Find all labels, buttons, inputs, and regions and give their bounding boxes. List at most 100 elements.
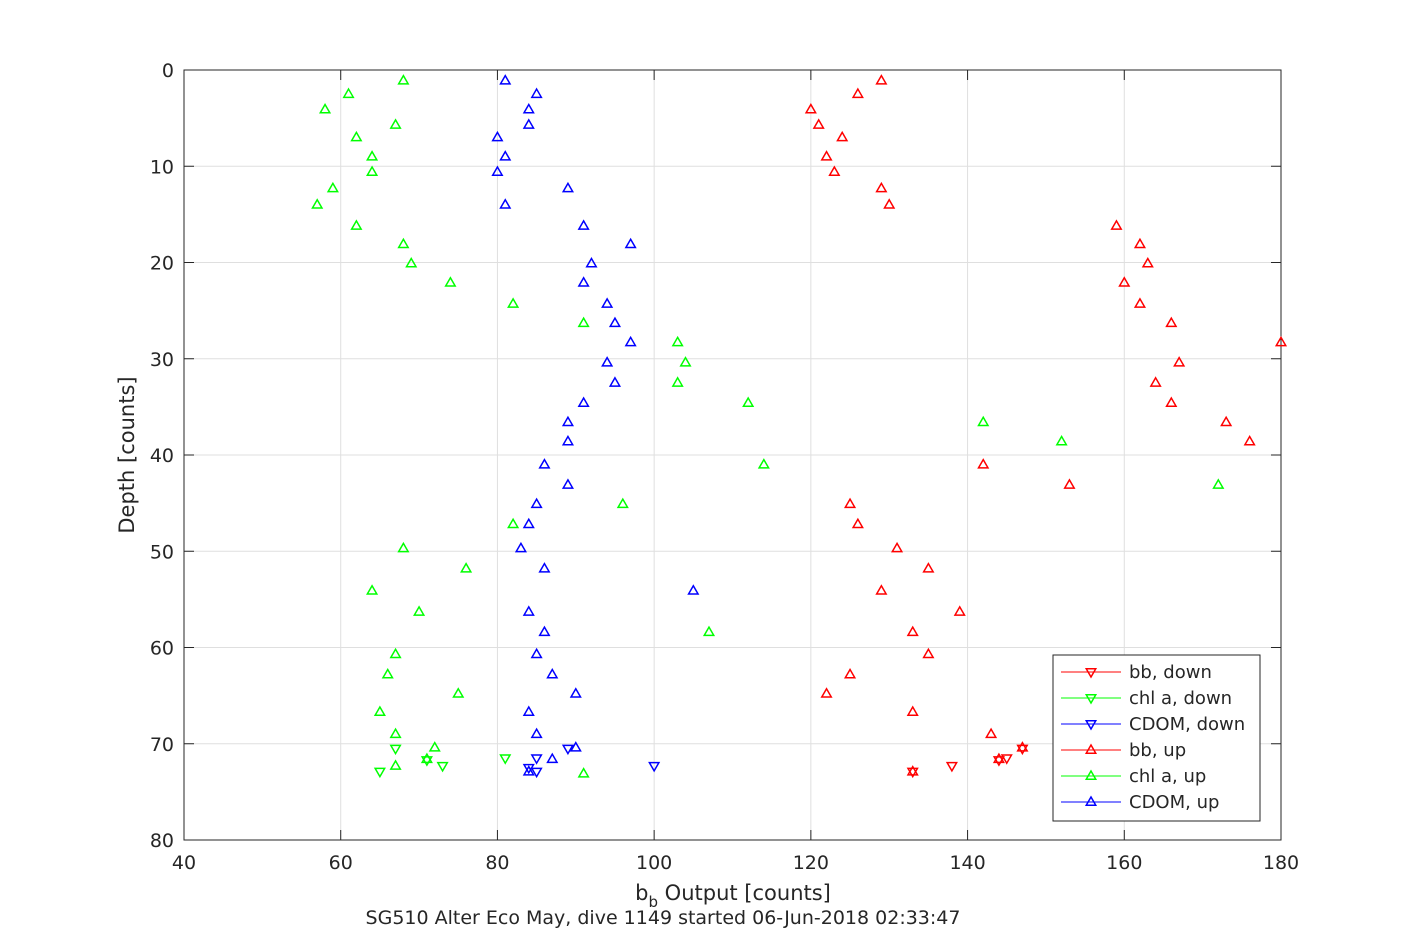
data-point [608,376,622,387]
data-point [522,705,535,716]
data-point [522,763,535,775]
data-point [1173,356,1186,367]
legend-marker [1084,795,1098,806]
data-point [1149,376,1162,387]
data-point [742,396,755,408]
data-point [757,458,770,469]
data-point [1110,219,1123,230]
data-point [1141,256,1154,268]
x-tick-label: 80 [485,852,509,874]
data-point [875,181,888,193]
data-point [624,237,637,249]
data-point [491,165,504,177]
data-point [875,584,888,595]
data-point [538,458,551,469]
data-point [1016,741,1029,752]
legend-marker [1084,668,1098,679]
data-point [985,727,998,739]
data-point [522,765,535,776]
data-point [883,198,896,209]
series-bb-down [906,744,1029,779]
data-point [577,396,590,408]
data-point [546,752,559,764]
data-point [851,517,864,529]
data-point [1165,316,1178,328]
data-point [350,219,363,230]
legend-entry-cdom-down: CDOM, down [1061,714,1245,735]
legend-marker [1084,743,1098,754]
chart-title: SG510 Alter Eco May, dive 1149 started 0… [366,907,961,929]
data-point [616,497,629,509]
y-tick-label: 30 [150,349,174,371]
data-point [514,541,527,553]
legend-label: bb, up [1129,740,1186,761]
data-point [1000,754,1013,765]
x-tick-label: 140 [949,852,985,874]
x-tick-label: 60 [329,852,353,874]
data-point [530,647,543,659]
x-tick-label: 40 [172,852,196,874]
data-point [1212,478,1225,489]
y-tick-label: 70 [150,734,174,756]
data-point [397,74,410,85]
data-point [366,165,379,177]
data-point [953,605,966,616]
legend-box [1052,654,1261,822]
data-point [522,102,535,114]
x-axis-label-main: b [635,881,648,905]
data-point [1055,435,1068,446]
series-bb-up [804,74,1288,776]
data-point [992,752,1005,764]
y-tick-label: 60 [150,638,174,660]
data-point [671,335,684,347]
data-point [389,759,402,770]
data-point [326,181,339,193]
data-point [522,605,535,616]
legend-entry-chl-a-up: chl a, up [1061,766,1206,787]
x-tick-label: 120 [793,852,829,874]
x-tick-label: 160 [1106,852,1142,874]
x-tick-label: 100 [636,852,672,874]
legend: bb, down chl a, down CDOM, down bb, up chl a… [1052,654,1261,822]
legend-marker [1084,694,1098,705]
data-point [530,497,543,509]
data-point [906,765,919,776]
data-point [311,198,324,209]
data-point [318,102,332,114]
data-point [977,458,990,469]
legend-label: CDOM, down [1129,714,1245,735]
data-point [828,165,841,177]
data-point [522,517,535,529]
data-point [922,562,935,573]
data-point [373,767,386,779]
series-chl-a-down [373,744,512,779]
data-point [522,118,535,129]
series-chl-a-up [311,74,1225,778]
data-point [875,74,888,85]
data-point [1243,435,1256,446]
data-point [389,727,402,739]
data-point [389,744,402,756]
data-point [624,335,637,347]
data-point [1220,415,1233,427]
data-point [397,541,410,553]
data-point [444,276,457,287]
data-point [530,87,543,99]
data-point [499,74,512,85]
data-point [561,435,574,446]
legend-marker [1084,769,1098,780]
y-tick-label: 40 [150,445,174,467]
data-point [702,625,716,637]
data-point [1063,478,1076,489]
legend-entry-cdom-up: CDOM, up [1061,792,1219,813]
data-point [436,761,449,773]
x-axis-label-rest: Output [counts] [658,881,831,905]
data-point [546,667,559,679]
data-point [420,756,433,767]
data-point [906,705,919,716]
legend-label: bb, down [1129,662,1212,683]
legend-label: chl a, down [1129,688,1232,709]
data-points [311,74,1288,779]
